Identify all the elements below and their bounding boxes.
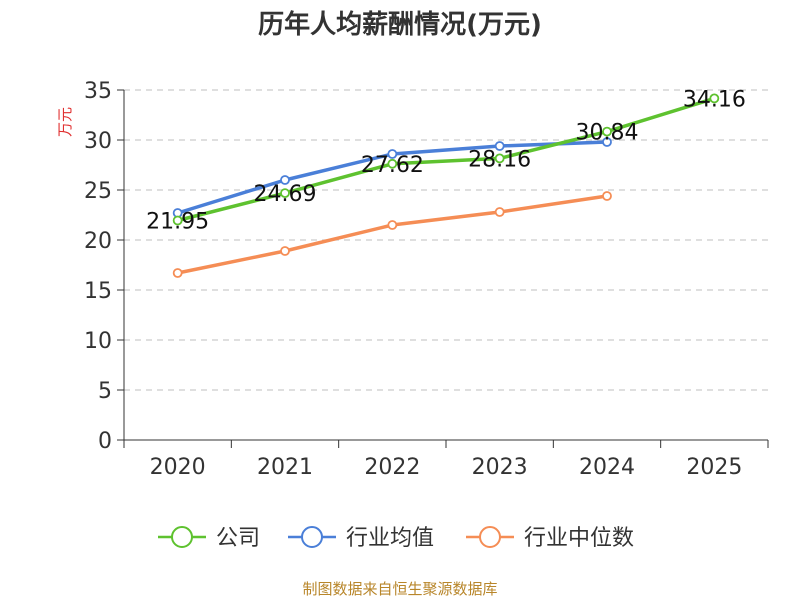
- data-point[interactable]: [494, 207, 505, 217]
- legend-label[interactable]: 行业均值: [346, 526, 434, 551]
- x-tick-label: 2022: [364, 455, 420, 480]
- y-tick-label: 20: [84, 229, 112, 254]
- source-note: 制图数据来自恒生聚源数据库: [302, 580, 497, 598]
- data-label: 21.95: [146, 210, 209, 235]
- chart-title: 历年人均薪酬情况(万元): [258, 9, 542, 40]
- data-point[interactable]: [172, 268, 183, 278]
- data-point[interactable]: [280, 246, 290, 256]
- data-point[interactable]: [602, 126, 612, 137]
- data-point[interactable]: [280, 188, 290, 199]
- y-tick-label: 35: [84, 79, 112, 104]
- x-tick-label: 2020: [150, 455, 206, 480]
- series-line-2: [175, 194, 609, 275]
- data-point[interactable]: [709, 93, 720, 104]
- data-point[interactable]: [494, 153, 505, 164]
- data-point[interactable]: [280, 175, 290, 185]
- data-labels: 21.95 24.69 27.62 28.16 30.84 34.16: [146, 87, 746, 234]
- data-point[interactable]: [387, 220, 398, 230]
- data-label: 24.69: [254, 182, 317, 207]
- series-group: [172, 93, 720, 278]
- data-label: 27.62: [361, 153, 424, 178]
- data-label: 34.16: [683, 87, 746, 112]
- data-label: 30.84: [576, 121, 639, 146]
- y-tick-label: 10: [84, 329, 112, 354]
- data-point[interactable]: [602, 191, 612, 201]
- legend[interactable]: 公司 行业均值 行业中位数: [158, 526, 634, 551]
- data-point[interactable]: [172, 215, 183, 226]
- data-label: 28.16: [468, 147, 531, 172]
- data-point[interactable]: [387, 158, 398, 169]
- data-point[interactable]: [602, 137, 612, 147]
- y-tick-label: 0: [98, 429, 112, 454]
- x-tick-label: 2025: [686, 455, 742, 480]
- data-point[interactable]: [387, 149, 398, 159]
- y-tick-label: 30: [84, 129, 112, 154]
- legend-marker: [301, 526, 323, 548]
- x-tick-label: 2021: [257, 455, 313, 480]
- grid: [124, 89, 768, 391]
- legend-marker: [479, 526, 501, 548]
- series-line-0: [175, 96, 717, 223]
- legend-marker: [171, 526, 193, 548]
- legend-label[interactable]: 行业中位数: [524, 526, 634, 551]
- y-tick-label: 25: [84, 179, 112, 204]
- y-axis-label: 万元: [56, 107, 74, 137]
- y-tick-label: 5: [98, 379, 112, 404]
- legend-label[interactable]: 公司: [216, 526, 260, 551]
- x-tick-label: 2024: [579, 455, 635, 480]
- data-point[interactable]: [494, 141, 505, 151]
- y-tick-label: 15: [84, 279, 112, 304]
- x-tick-label: 2023: [472, 455, 528, 480]
